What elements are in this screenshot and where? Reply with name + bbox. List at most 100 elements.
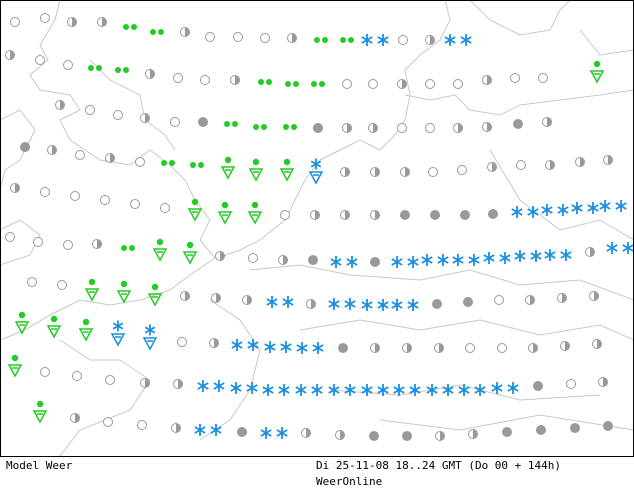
cloud-half — [375, 167, 380, 177]
shower-dot — [224, 156, 232, 164]
shower-triangle — [116, 290, 132, 304]
weather-symbol — [137, 420, 147, 430]
overcast — [502, 427, 512, 437]
snowflake — [391, 299, 403, 311]
snowflake — [210, 424, 222, 436]
clear — [100, 195, 110, 205]
weather-symbol — [361, 384, 389, 396]
weather-symbol — [67, 17, 77, 27]
snowflake — [514, 250, 526, 262]
snowflake — [606, 242, 618, 254]
rain-dot — [161, 160, 167, 166]
weather-symbol — [285, 81, 299, 87]
weather-symbol — [40, 367, 50, 377]
rain-dot — [291, 124, 297, 130]
cloud-half — [562, 293, 567, 303]
weather-symbol — [217, 201, 233, 225]
snowflake — [247, 339, 259, 351]
snowflake — [491, 382, 503, 394]
cloud-half — [530, 295, 535, 305]
weather-symbol — [247, 201, 263, 225]
snowflake — [527, 206, 539, 218]
clear — [280, 210, 290, 220]
snowflake — [407, 256, 419, 268]
weather-symbol — [425, 79, 435, 89]
shower-triangle — [217, 211, 233, 225]
cloud-half — [60, 100, 65, 110]
weather-symbol — [391, 256, 419, 268]
clear — [70, 191, 80, 201]
weather-symbol — [72, 371, 82, 381]
snowflake — [311, 384, 323, 396]
snowflake — [391, 256, 403, 268]
cloud-half — [594, 291, 599, 301]
weather-symbol — [465, 343, 475, 353]
rain-dot — [198, 162, 204, 168]
weather-symbol — [369, 431, 379, 441]
cloud-half — [565, 341, 570, 351]
shower-triangle — [78, 328, 94, 342]
shower-triangle — [32, 410, 48, 424]
cloud-half — [473, 429, 478, 439]
cloud-half — [145, 378, 150, 388]
weather-symbol — [10, 17, 20, 27]
weather-symbol — [262, 384, 290, 396]
weather-symbol — [209, 338, 219, 348]
shower-dot — [156, 238, 164, 246]
snowflake — [587, 202, 599, 214]
cloud-half — [102, 17, 107, 27]
weather-symbol — [342, 79, 352, 89]
overcast — [370, 257, 380, 267]
weather-symbol — [75, 150, 85, 160]
weather-symbol — [457, 165, 467, 175]
weather-symbol — [306, 299, 316, 309]
weather-symbol — [328, 298, 356, 310]
weather-symbol — [287, 33, 297, 43]
snowflake — [262, 384, 274, 396]
weather-symbol — [463, 297, 473, 307]
snowflake — [507, 382, 519, 394]
weather-symbol — [453, 123, 463, 133]
clear — [457, 165, 467, 175]
rain-dot — [96, 65, 102, 71]
shower-dot — [186, 241, 194, 249]
weather-symbol — [85, 105, 95, 115]
clear — [177, 337, 187, 347]
cloud-half — [178, 379, 183, 389]
snowflake — [280, 341, 292, 353]
weather-symbol — [197, 380, 225, 392]
snowflake — [144, 324, 156, 336]
snowflake — [266, 296, 278, 308]
overcast — [533, 381, 543, 391]
snowflake — [310, 158, 322, 170]
weather-symbol — [182, 241, 198, 265]
weather-symbol — [258, 79, 272, 85]
clear — [368, 79, 378, 89]
clear — [173, 73, 183, 83]
weather-symbol — [121, 245, 135, 251]
snowflake — [421, 254, 433, 266]
rain-dot — [232, 121, 238, 127]
rain-dot — [314, 37, 320, 43]
clear — [260, 33, 270, 43]
cloud-half — [375, 210, 380, 220]
cloud-half — [306, 428, 311, 438]
snowflake — [599, 200, 611, 212]
weather-symbol — [84, 278, 100, 302]
weather-symbol — [511, 206, 539, 218]
clear — [397, 123, 407, 133]
overcast — [313, 123, 323, 133]
weather-symbol — [510, 73, 520, 83]
overcast — [237, 427, 247, 437]
weather-symbol — [483, 252, 511, 264]
overcast — [513, 119, 523, 129]
snowflake — [346, 256, 358, 268]
cloud-half — [235, 75, 240, 85]
shower-triangle — [152, 248, 168, 262]
weather-symbol — [135, 157, 145, 167]
snowflake — [197, 380, 209, 392]
weather-symbol — [513, 119, 523, 129]
weather-symbol — [140, 378, 150, 388]
clear — [10, 17, 20, 27]
cloud-half — [110, 153, 115, 163]
